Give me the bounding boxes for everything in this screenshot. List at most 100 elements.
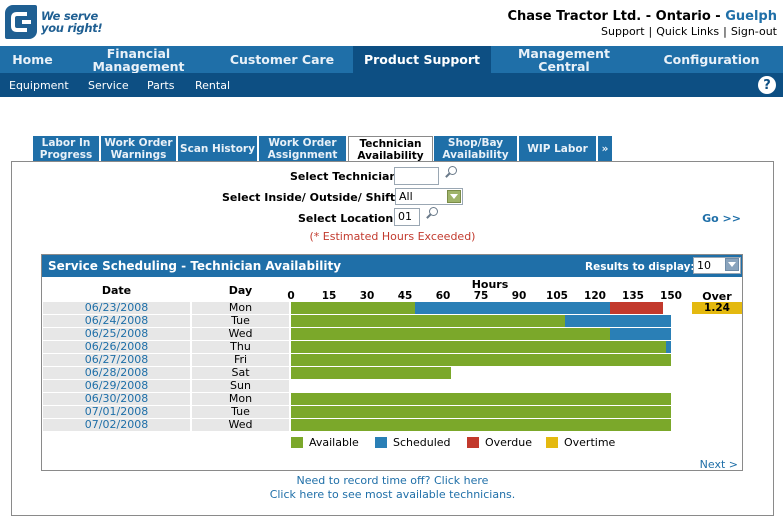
- tab-work-order-assignment[interactable]: Work Order Assignment: [259, 136, 347, 162]
- most-available-link[interactable]: Click here to see most available technic…: [269, 488, 516, 501]
- date-link[interactable]: 06/27/2008: [43, 354, 190, 366]
- bar-segment-available[interactable]: [291, 419, 671, 431]
- subnav-parts[interactable]: Parts: [147, 79, 175, 92]
- hours-tick-label: 150: [660, 290, 682, 302]
- date-link[interactable]: 06/23/2008: [43, 302, 190, 314]
- bar-segment-available[interactable]: [291, 328, 611, 340]
- date-link[interactable]: 07/01/2008: [43, 406, 190, 418]
- link-separator: |: [648, 25, 653, 38]
- next-page-link[interactable]: Next >: [699, 458, 738, 471]
- bar-segment-scheduled[interactable]: [665, 341, 671, 353]
- bar-segment-available[interactable]: [291, 406, 671, 418]
- sign-out-link[interactable]: Sign-out: [730, 25, 777, 38]
- company-city[interactable]: Guelph: [725, 9, 777, 24]
- legend-swatch-available: [291, 437, 303, 448]
- bar-segment-available[interactable]: [291, 354, 671, 366]
- bar-segment-available[interactable]: [291, 315, 565, 327]
- location-input[interactable]: 01: [394, 208, 420, 226]
- shift-label: Select Inside/ Outside/ Shift:: [222, 191, 400, 204]
- legend-swatch-overdue: [467, 437, 479, 448]
- hours-tick-label: 105: [546, 290, 568, 302]
- over-column-header: Over: [702, 290, 732, 303]
- nav-product-support[interactable]: Product Support: [353, 46, 491, 73]
- bar-segment-scheduled[interactable]: [610, 328, 671, 340]
- date-link[interactable]: 06/24/2008: [43, 315, 190, 327]
- legend-swatch-overtime: [546, 437, 558, 448]
- chevron-down-icon: [725, 258, 739, 271]
- day-label: Thu: [192, 341, 289, 353]
- hours-tick-label: 0: [287, 290, 295, 302]
- subnav-equipment[interactable]: Equipment: [9, 79, 69, 92]
- date-link[interactable]: 06/29/2008: [43, 380, 190, 392]
- date-link[interactable]: 06/30/2008: [43, 393, 190, 405]
- most-available-row: Click here to see most available technic…: [12, 488, 773, 501]
- quick-links-link[interactable]: Quick Links: [656, 25, 720, 38]
- shift-select[interactable]: All: [395, 188, 463, 205]
- tab-work-order-warnings[interactable]: Work Order Warnings: [101, 136, 177, 162]
- tab-scan-history[interactable]: Scan History: [178, 136, 258, 162]
- bar-segment-overdue[interactable]: [610, 302, 664, 314]
- tab-shop-bay-availability[interactable]: Shop/Bay Availability: [434, 136, 518, 162]
- date-column-header: Date: [101, 284, 132, 297]
- main-nav: Home Financial Management Customer Care …: [0, 46, 783, 73]
- logo-tagline-line-2: you right!: [41, 21, 103, 35]
- day-label: Sun: [192, 380, 289, 392]
- go-link[interactable]: Go >>: [702, 212, 741, 225]
- legend-swatch-scheduled: [375, 437, 387, 448]
- availability-panel: Service Scheduling - Technician Availabi…: [41, 254, 743, 471]
- hours-tick-label: 75: [473, 290, 489, 302]
- results-label: Results to display:: [585, 261, 695, 273]
- day-label: Fri: [192, 354, 289, 366]
- support-link[interactable]: Support: [601, 25, 645, 38]
- location-label: Select Location:: [298, 212, 398, 225]
- logo[interactable]: We serve you right!: [5, 5, 105, 41]
- location-search-icon[interactable]: [425, 207, 439, 221]
- bar-segment-available[interactable]: [291, 341, 666, 353]
- estimated-hours-note: (* Estimated Hours Exceeded): [309, 230, 476, 243]
- hours-tick-label: 90: [511, 290, 527, 302]
- bar-segment-scheduled[interactable]: [415, 302, 611, 314]
- results-select[interactable]: 10: [693, 257, 741, 274]
- tab-wip-labor[interactable]: WIP Labor: [519, 136, 597, 162]
- hours-tick-label: 45: [397, 290, 413, 302]
- day-label: Mon: [192, 302, 289, 314]
- tab-labor-in-progress[interactable]: Labor In Progress: [33, 136, 100, 162]
- nav-customer-care[interactable]: Customer Care: [229, 52, 335, 67]
- date-link[interactable]: 06/25/2008: [43, 328, 190, 340]
- day-label: Wed: [192, 328, 289, 340]
- technician-search-icon[interactable]: [444, 166, 458, 180]
- date-link[interactable]: 06/28/2008: [43, 367, 190, 379]
- company-name: Chase Tractor Ltd. - Ontario -: [507, 9, 726, 24]
- date-link[interactable]: 06/26/2008: [43, 341, 190, 353]
- date-link[interactable]: 07/02/2008: [43, 419, 190, 431]
- tab-technician-availability[interactable]: Technician Availability: [348, 136, 433, 163]
- nav-management-central[interactable]: Management Central: [517, 45, 610, 74]
- subnav-service[interactable]: Service: [88, 79, 129, 92]
- nav-configuration[interactable]: Configuration: [663, 52, 760, 67]
- bar-segment-available[interactable]: [291, 393, 671, 405]
- panel-header: Service Scheduling - Technician Availabi…: [42, 255, 742, 277]
- subnav-rental[interactable]: Rental: [195, 79, 230, 92]
- panel-title: Service Scheduling - Technician Availabi…: [48, 259, 342, 273]
- record-time-off-row: Need to record time off? Click here: [12, 474, 773, 487]
- legend-label-overtime: Overtime: [564, 436, 616, 449]
- technician-input[interactable]: [394, 167, 439, 185]
- nav-home[interactable]: Home: [12, 52, 53, 67]
- legend-label-scheduled: Scheduled: [393, 436, 451, 449]
- help-icon[interactable]: ?: [758, 76, 776, 94]
- day-label: Wed: [192, 419, 289, 431]
- tab-more[interactable]: »: [598, 136, 613, 162]
- top-links: Support | Quick Links | Sign-out: [601, 25, 777, 38]
- app-header: We serve you right! Chase Tractor Ltd. -…: [0, 0, 783, 46]
- bar-segment-available[interactable]: [291, 302, 416, 314]
- sub-nav: Equipment Service Parts Rental ?: [0, 73, 783, 97]
- record-time-off-link[interactable]: Need to record time off? Click here: [296, 474, 489, 487]
- bar-segment-scheduled[interactable]: [564, 315, 671, 327]
- day-label: Mon: [192, 393, 289, 405]
- hours-tick-label: 120: [584, 290, 606, 302]
- shift-select-value: All: [399, 190, 413, 203]
- over-value-badge: 1.24: [692, 302, 742, 314]
- content-area: Select Technician: Select Inside/ Outsid…: [11, 161, 774, 516]
- nav-financial-management[interactable]: Financial Management: [92, 45, 185, 74]
- bar-segment-available[interactable]: [291, 367, 451, 379]
